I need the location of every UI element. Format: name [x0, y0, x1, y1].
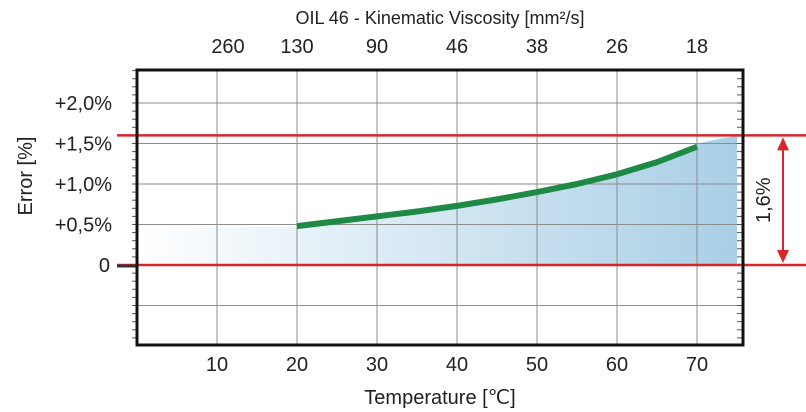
- x-tick-label: 50: [526, 354, 548, 376]
- x-axis-title: Temperature [℃]: [364, 387, 515, 409]
- top-tick-label: 18: [686, 36, 708, 58]
- top-tick-label: 46: [446, 36, 468, 58]
- series-line-0: [296, 143, 699, 230]
- annotation-label: 1,6%: [753, 177, 775, 223]
- plot-frame: [135, 68, 745, 347]
- top-tick-label: 90: [366, 36, 388, 58]
- x-tick-label: 40: [446, 354, 468, 376]
- top-axis-title: OIL 46 - Kinematic Viscosity [mm²/s]: [295, 8, 584, 28]
- annotation-arrow-head-bottom: [777, 250, 789, 263]
- y-tick-label: +2,0%: [55, 93, 112, 115]
- annotation-arrow-head-top: [777, 137, 789, 151]
- x-tick-label: 10: [206, 354, 228, 376]
- x-tick-label: 30: [366, 354, 388, 376]
- top-tick-label: 26: [606, 36, 628, 58]
- error-band-area: [137, 135, 737, 265]
- top-tick-label: 260: [211, 36, 244, 58]
- y-tick-label: +1,0%: [55, 174, 112, 196]
- x-tick-label: 20: [286, 354, 308, 376]
- y-tick-label: 0: [99, 255, 110, 277]
- y-axis-title: Error [%]: [15, 137, 37, 216]
- x-tick-label: 70: [686, 354, 708, 376]
- y-tick-label: +1,5%: [55, 134, 112, 156]
- top-tick-label: 130: [280, 36, 313, 58]
- y-tick-label: +0,5%: [55, 215, 112, 237]
- top-tick-label: 38: [526, 36, 548, 58]
- x-tick-label: 60: [606, 354, 628, 376]
